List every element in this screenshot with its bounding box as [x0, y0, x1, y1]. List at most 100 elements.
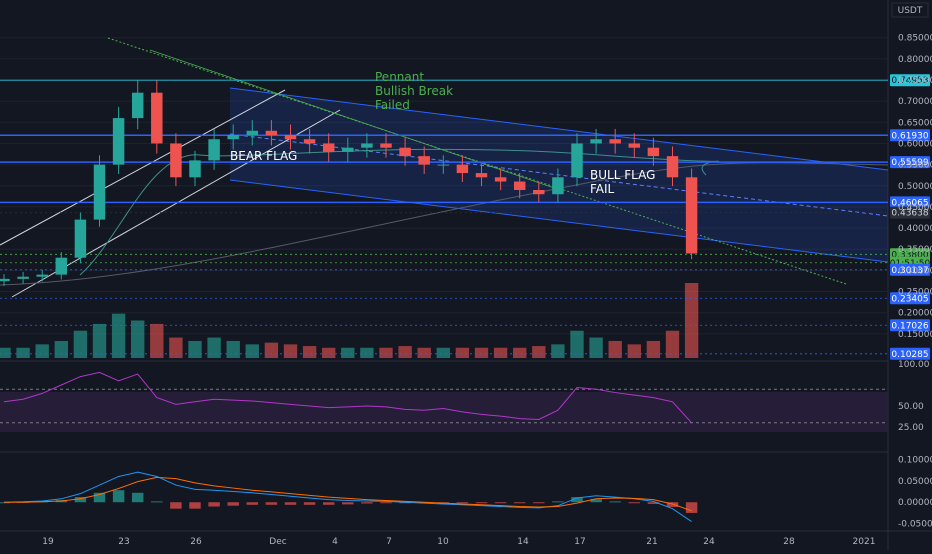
- candle[interactable]: [322, 143, 335, 152]
- volume-bar: [0, 347, 11, 358]
- candle[interactable]: [112, 118, 125, 165]
- candle[interactable]: [208, 139, 220, 161]
- level-label[interactable]: 0.17026: [891, 321, 928, 331]
- macd-line[interactable]: [3, 471, 692, 522]
- candle[interactable]: [93, 164, 106, 220]
- candle[interactable]: [131, 92, 144, 119]
- channel-upper-line[interactable]: [229, 87, 889, 171]
- time-tick-label: 26: [190, 537, 202, 547]
- candle[interactable]: [380, 143, 392, 148]
- candle[interactable]: [151, 92, 163, 144]
- green-trendline-2: [149, 49, 561, 191]
- candle[interactable]: [456, 164, 469, 174]
- rsi-band: [0, 392, 888, 432]
- volume-bar: [111, 313, 126, 358]
- level-label[interactable]: 0.23405: [891, 294, 928, 304]
- candle[interactable]: [590, 139, 602, 144]
- macd-tick-label: 0.10000: [898, 455, 932, 465]
- candle[interactable]: [685, 177, 698, 254]
- candle[interactable]: [513, 181, 526, 190]
- level-label-bg: [890, 156, 930, 169]
- candle[interactable]: [303, 139, 316, 144]
- candle[interactable]: [552, 177, 564, 195]
- macd-tick-label: -0.05000: [898, 520, 932, 530]
- level-label[interactable]: 0.61930: [891, 131, 928, 141]
- volume-bar: [245, 344, 259, 358]
- time-tick-label: 4: [332, 537, 338, 547]
- macd-histogram-bar: [666, 502, 679, 507]
- level-label[interactable]: 0.30137: [891, 266, 928, 276]
- macd-histogram-bar: [74, 497, 87, 503]
- candle[interactable]: [571, 143, 583, 178]
- level-label[interactable]: 0.74953: [891, 76, 928, 86]
- channel-lower-line[interactable]: [229, 179, 889, 263]
- price-tick-label: 0.50000: [898, 182, 932, 192]
- candle[interactable]: [17, 276, 29, 279]
- candle[interactable]: [399, 147, 411, 157]
- signal-line[interactable]: [4, 476, 692, 512]
- candle[interactable]: [609, 139, 621, 144]
- volume-bar: [551, 344, 565, 358]
- rsi-tick-label: 50.00: [898, 402, 924, 412]
- price-tick-label: 0.65000: [898, 118, 932, 128]
- candle[interactable]: [437, 164, 450, 166]
- candle[interactable]: [55, 257, 68, 275]
- level-label[interactable]: 0.55599: [891, 158, 928, 168]
- price-tick-label: 0.55000: [898, 161, 932, 171]
- candle[interactable]: [342, 147, 354, 152]
- candle[interactable]: [74, 219, 87, 258]
- candle[interactable]: [265, 130, 278, 135]
- candle[interactable]: [0, 278, 10, 282]
- candle[interactable]: [494, 177, 507, 182]
- level-label[interactable]: 01:51:50: [890, 259, 931, 269]
- candle[interactable]: [170, 143, 182, 178]
- candle[interactable]: [647, 147, 660, 157]
- candle[interactable]: [361, 143, 373, 148]
- candle[interactable]: [36, 274, 48, 277]
- candle[interactable]: [227, 135, 239, 140]
- time-tick-label: 23: [118, 537, 129, 547]
- volume-bar: [474, 347, 489, 358]
- volume-bar: [417, 347, 431, 358]
- level-label[interactable]: 0.43638: [891, 209, 928, 219]
- candle[interactable]: [284, 135, 297, 140]
- candle[interactable]: [628, 143, 641, 148]
- volume-bar: [92, 323, 107, 358]
- bull-flag-label-line-2: FAIL: [590, 182, 615, 196]
- volume-bar: [188, 340, 202, 358]
- level-label-bg: [890, 263, 930, 276]
- rsi-tick-label: 100.00: [898, 360, 930, 370]
- rsi-line[interactable]: [3, 371, 692, 424]
- macd-histogram-bar: [628, 502, 641, 504]
- volume-bar: [283, 344, 298, 358]
- candle[interactable]: [666, 156, 679, 178]
- volume-bar: [589, 337, 603, 358]
- volume-bar: [35, 344, 49, 358]
- price-tick-label: 0.70000: [898, 97, 932, 107]
- candle[interactable]: [475, 173, 488, 178]
- candle[interactable]: [533, 190, 545, 195]
- candle[interactable]: [246, 130, 259, 135]
- volume-bar: [455, 347, 470, 358]
- volume-bar: [570, 330, 584, 358]
- currency-label[interactable]: USDT: [898, 6, 923, 16]
- macd-histogram-bar: [303, 502, 316, 505]
- macd-histogram-bar: [151, 501, 163, 503]
- moving-average-fast: [79, 148, 719, 276]
- level-label[interactable]: 0.46065: [891, 198, 928, 208]
- candle[interactable]: [189, 160, 201, 178]
- macd-histogram-bar: [361, 502, 373, 504]
- ascending-channel-upper[interactable]: [0, 89, 286, 246]
- time-tick-label: 7: [386, 537, 392, 547]
- macd-histogram-bar: [208, 502, 220, 507]
- volume-bar: [207, 337, 221, 358]
- candle[interactable]: [418, 156, 430, 165]
- price-tick-label: 0.80000: [898, 55, 932, 65]
- macd-histogram-bar: [533, 502, 545, 504]
- level-label[interactable]: 0.10285: [891, 350, 928, 360]
- level-label[interactable]: 0.33800: [891, 250, 928, 260]
- macd-histogram-bar: [590, 499, 602, 503]
- macd-histogram-bar: [685, 502, 698, 513]
- green-trendline[interactable]: [107, 37, 847, 285]
